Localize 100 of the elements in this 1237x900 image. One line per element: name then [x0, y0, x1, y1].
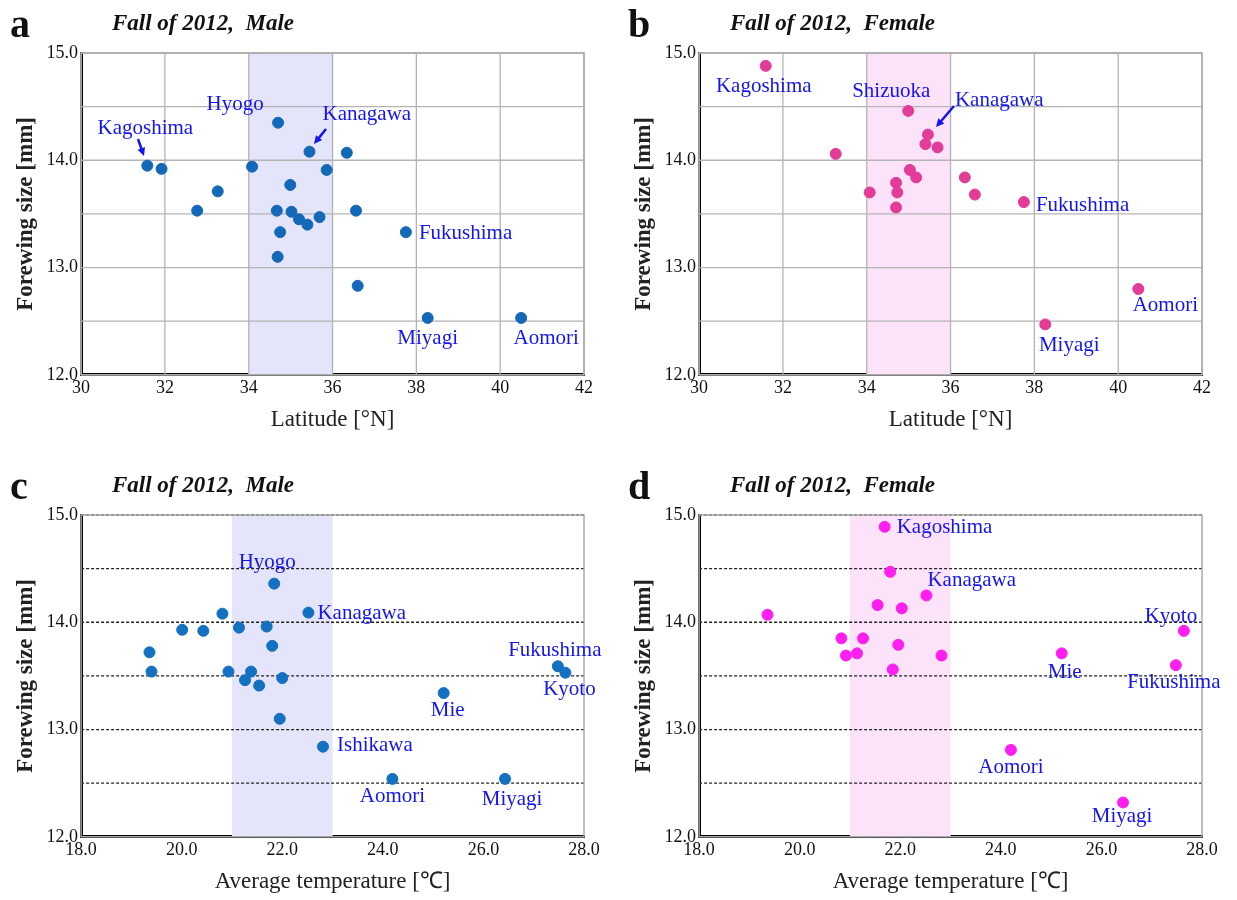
x-tick-label: 20.0 [783, 839, 816, 860]
x-tick-label: 22.0 [884, 839, 917, 860]
point [317, 740, 329, 753]
y-tick-label: 15.0 [46, 503, 79, 524]
point [891, 186, 904, 199]
annotation: Kagoshima [715, 72, 813, 97]
annotation: Kyoto [1144, 602, 1198, 627]
annotation: Shizuoka [852, 77, 931, 102]
annotation: Fukushima [1035, 192, 1130, 217]
point [245, 665, 258, 678]
x-tick-label: 28.0 [568, 839, 600, 860]
text: a [10, 0, 30, 47]
x-tick-label: 32 [773, 377, 792, 398]
x-tick-label: 24.0 [367, 839, 399, 860]
chart-title: Fall of 2012, Female [730, 10, 936, 36]
text: d [628, 462, 651, 509]
x-tick-label: 34 [239, 377, 258, 398]
point [386, 772, 399, 785]
x-axis-title: Average temperature [℃] [832, 868, 1069, 894]
annotation: Kanagawa [322, 100, 412, 125]
point [270, 204, 283, 217]
point [216, 607, 229, 620]
annotation: Miyagi [397, 324, 459, 349]
x-tick-label: 38 [407, 377, 426, 398]
x-tick-label: 34 [857, 377, 876, 398]
y-tick-label: 14.0 [46, 149, 79, 169]
y-axis-title: Forewing size [mm] [629, 117, 655, 311]
point [499, 772, 512, 785]
point [320, 163, 333, 176]
point [910, 171, 923, 184]
point [890, 176, 903, 189]
point [515, 311, 528, 324]
point [421, 311, 434, 324]
annotation: Miyagi [1038, 332, 1100, 357]
annotation: Kagoshima [896, 513, 993, 538]
point [895, 602, 908, 615]
point [233, 621, 246, 634]
x-tick-label: 20.0 [165, 839, 198, 860]
point [351, 279, 364, 292]
y-tick-label: 13.0 [664, 256, 697, 277]
point [301, 218, 314, 231]
x-tick-label: 42 [1193, 377, 1211, 398]
point [903, 163, 916, 176]
annotation: Kyoto [543, 675, 596, 700]
y-tick-label: 14.0 [664, 149, 697, 169]
chart-title: Fall of 2012, Male [112, 472, 295, 498]
point [276, 672, 289, 685]
point [284, 178, 297, 191]
point [211, 185, 224, 198]
point [886, 663, 899, 676]
point [920, 589, 933, 602]
x-tick-label: 26.0 [1085, 839, 1118, 860]
x-axis-title: Latitude [°N] [888, 406, 1013, 432]
point [559, 666, 572, 679]
x-tick-label: 40 [491, 377, 510, 398]
chart-title: Fall of 2012, Male [112, 10, 295, 36]
point [871, 599, 884, 612]
y-tick-label: 13.0 [664, 718, 697, 739]
point [863, 186, 876, 199]
annotation: Mie [430, 697, 465, 722]
annotation: Miyagi [481, 785, 543, 810]
point [197, 624, 210, 637]
point [145, 665, 158, 678]
y-axis-title: Forewing size [mm] [11, 579, 37, 773]
point [935, 649, 948, 662]
point [285, 205, 298, 218]
point [302, 606, 315, 619]
text: b [628, 0, 651, 47]
annotation: Kanagawa [954, 86, 1045, 111]
x-tick-label: 36 [941, 377, 960, 398]
x-tick-label: 38 [1025, 377, 1044, 398]
annotation: Miyagi [1091, 803, 1153, 828]
point [303, 145, 316, 158]
annotation: Hyogo [238, 548, 296, 573]
point [268, 577, 281, 590]
y-axis-title: Forewing size [mm] [11, 117, 37, 311]
point [921, 128, 934, 141]
point [968, 188, 981, 201]
annotation: Kagoshima [97, 114, 194, 139]
point [835, 632, 848, 645]
x-tick-label: 40 [1109, 377, 1128, 398]
annotation: Aomori [978, 753, 1044, 778]
annotation: Kanagawa [317, 599, 407, 624]
chart-title: Fall of 2012, Female [730, 472, 936, 498]
point [761, 608, 774, 621]
point [253, 679, 266, 692]
x-tick-label: 28.0 [1186, 839, 1218, 860]
annotation: Aomori [513, 324, 579, 349]
point [958, 171, 971, 184]
point [260, 620, 273, 633]
y-tick-label: 14.0 [664, 611, 697, 631]
y-axis-title: Forewing size [mm] [629, 579, 655, 773]
x-tick-label: 24.0 [985, 839, 1017, 860]
y-tick-label: 15.0 [664, 41, 697, 62]
point [1169, 659, 1182, 672]
point [1017, 196, 1030, 209]
point [272, 116, 285, 129]
point [239, 674, 252, 687]
point [437, 687, 450, 700]
point [1055, 647, 1068, 660]
